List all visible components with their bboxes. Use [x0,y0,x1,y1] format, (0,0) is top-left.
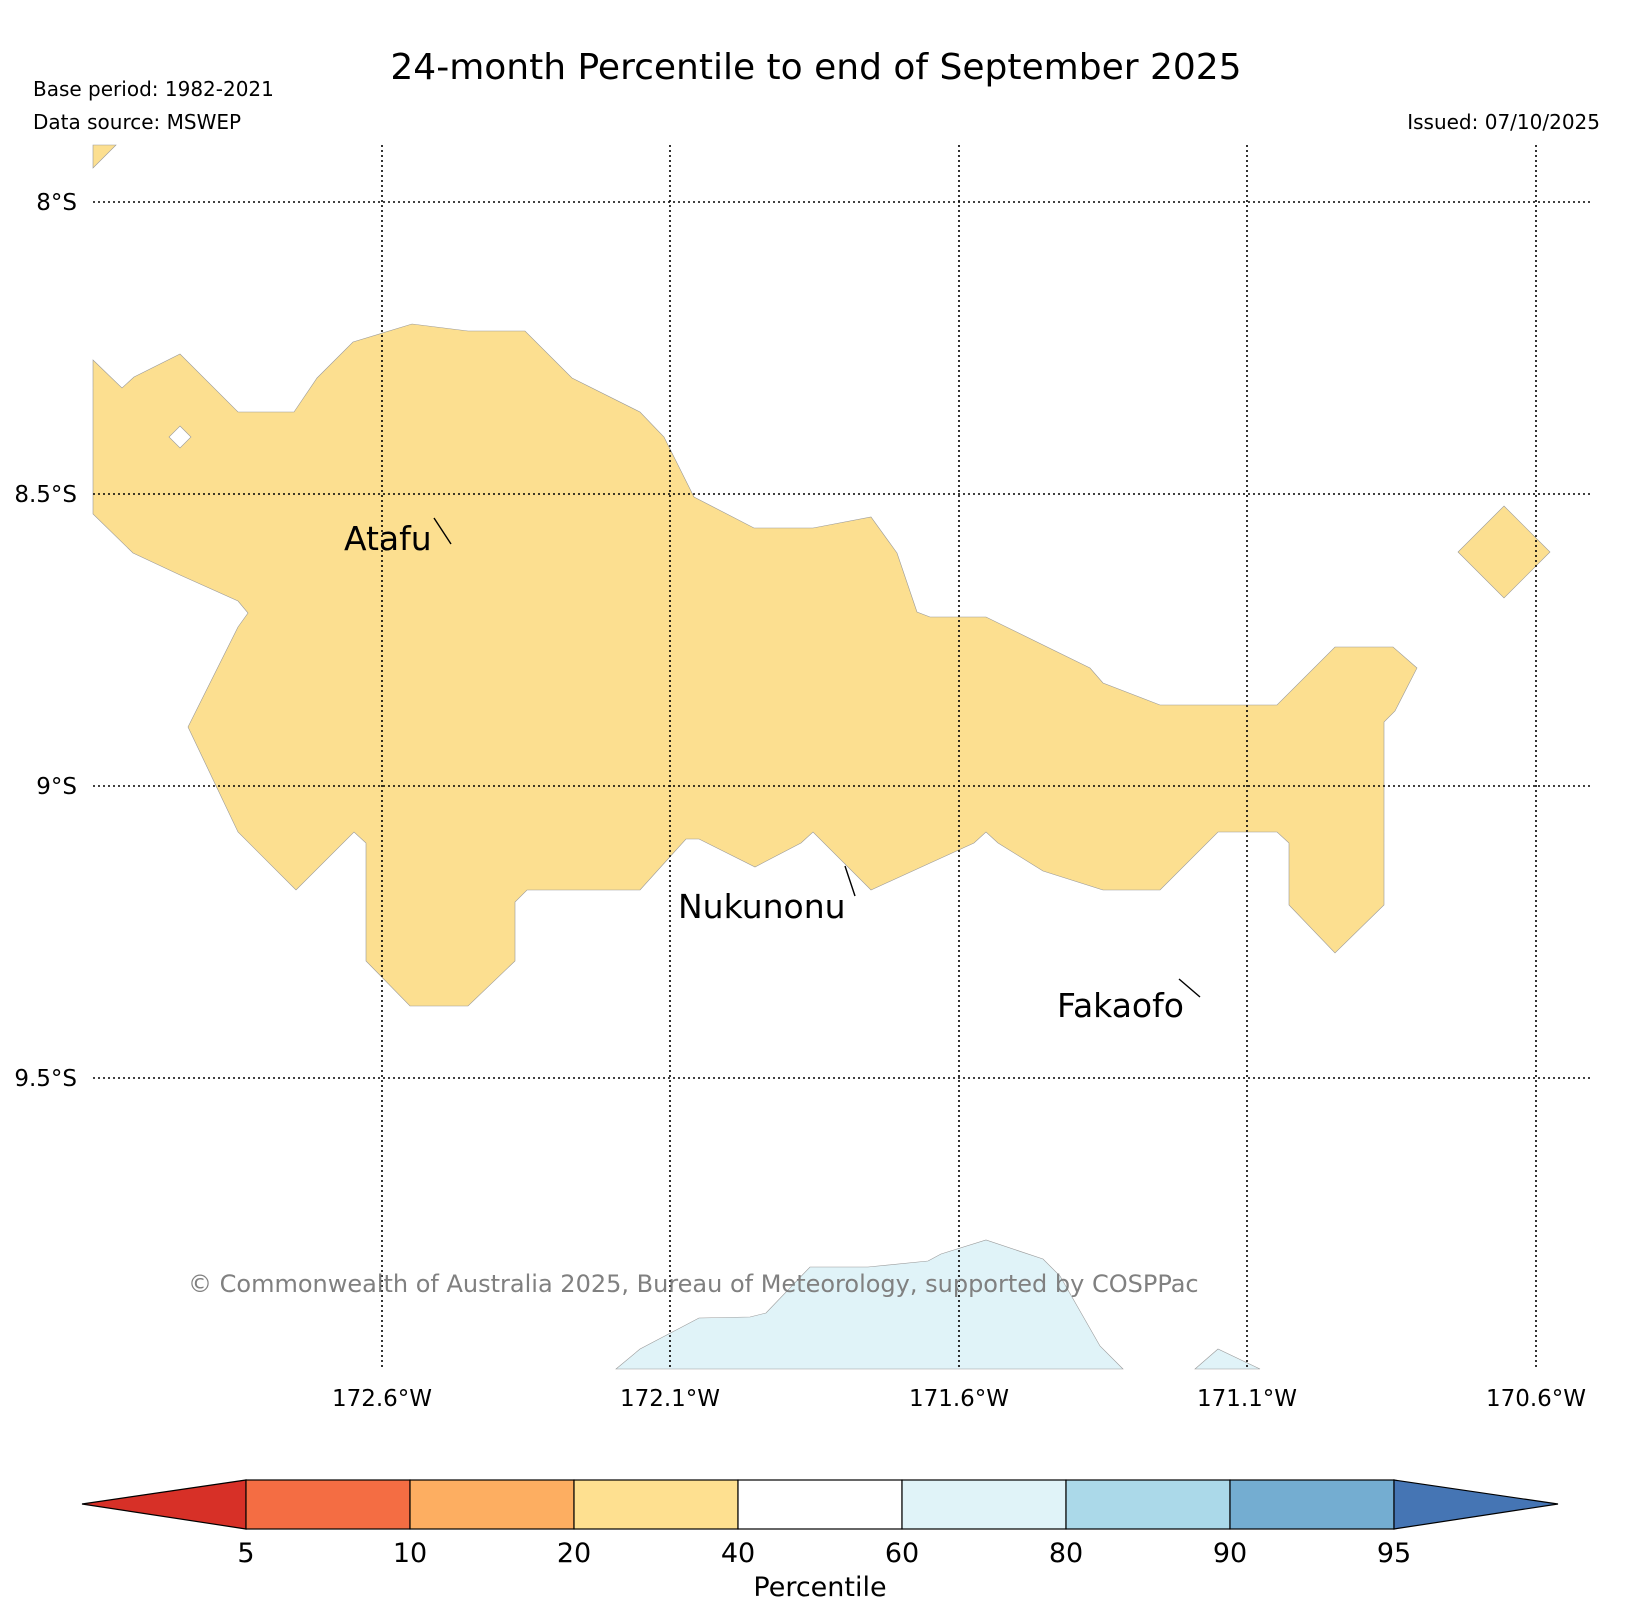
lon-label-172-1: 172.1°W [620,1386,720,1412]
lat-label-9: 9°S [36,774,77,800]
colorbar-tick-95: 95 [1377,1538,1411,1569]
region-top-left-corner [92,144,117,169]
lon-label-170-6: 170.6°W [1486,1386,1586,1412]
map-title: 24-month Percentile to end of September … [390,47,1241,88]
colorbar-label: Percentile [753,1572,886,1603]
colorbar-swatch-40-60 [737,1479,903,1530]
colorbar-swatch-5-10 [245,1479,411,1530]
lat-axis-labels: 8°S 8.5°S 9°S 9.5°S [14,190,77,1092]
region-east-island [1457,505,1551,599]
colorbar-tick-90: 90 [1213,1538,1247,1569]
base-period-text: Base period: 1982-2021 [33,77,274,101]
place-label-fakaofo: Fakaofo [1057,986,1184,1025]
lat-label-9-5: 9.5°S [14,1066,77,1092]
colorbar-tick-10: 10 [393,1538,427,1569]
colorbar-swatch-20-40 [573,1479,739,1530]
colorbar-extend-low [81,1479,247,1530]
map-area: Atafu Nukunonu Fakaofo © Commonwealth of… [92,144,1592,1370]
place-label-atafu: Atafu [344,519,432,558]
colorbar-extend-high [1393,1479,1559,1530]
gridlines [93,145,1592,1369]
colorbar-tick-5: 5 [237,1538,254,1569]
lon-label-172-6: 172.6°W [332,1386,432,1412]
colorbar-swatch-60-80 [901,1479,1067,1530]
lat-label-8-5: 8.5°S [14,482,77,508]
colorbar-swatch-80-90 [1065,1479,1231,1530]
colorbar-swatch-90-95 [1229,1479,1395,1530]
nukunonu-leader-line [844,865,856,897]
colorbar-tick-40: 40 [721,1538,755,1569]
colorbar-tick-80: 80 [1049,1538,1083,1569]
colorbar-tick-60: 60 [885,1538,919,1569]
region-atafu-hole [168,425,192,449]
region-south-patch [615,1239,1124,1370]
data-source-text: Data source: MSWEP [33,110,241,134]
region-southeast-patch [1194,1348,1261,1370]
colorbar: 5 10 20 40 60 80 90 95 Percentile [81,1479,1559,1603]
atafu-leader-line [433,517,452,545]
lon-label-171-6: 171.6°W [909,1386,1009,1412]
colorbar-tick-20: 20 [557,1538,591,1569]
copyright-text: © Commonwealth of Australia 2025, Bureau… [188,1270,1199,1298]
place-label-nukunonu: Nukunonu [678,887,846,926]
lon-axis-labels: 172.6°W 172.1°W 171.6°W 171.1°W 170.6°W [332,1386,1586,1412]
lon-label-171-1: 171.1°W [1197,1386,1297,1412]
issued-date-text: Issued: 07/10/2025 [1407,110,1600,134]
lat-label-8: 8°S [36,190,77,216]
colorbar-swatch-10-20 [409,1479,575,1530]
fakaofo-leader-line [1178,978,1201,998]
